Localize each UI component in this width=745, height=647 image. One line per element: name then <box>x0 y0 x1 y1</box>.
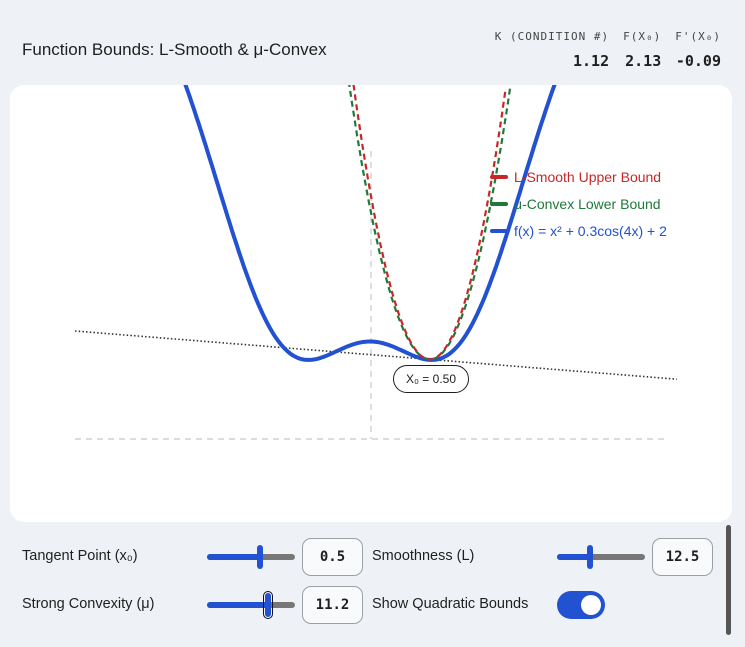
slider-fill <box>557 554 591 560</box>
tangent-point-badge[interactable]: X₀ = 0.50 <box>393 365 469 393</box>
toggle-knob <box>581 595 601 615</box>
stat-f-x0-label: F(X₀) <box>623 30 662 43</box>
function-chart <box>74 85 677 440</box>
stat-condition: K (CONDITION #) 1.12 <box>495 30 609 70</box>
legend-swatch-func <box>490 228 508 233</box>
chart-legend: L-Smooth Upper Bound μ-Convex Lower Boun… <box>490 163 667 244</box>
legend-label-func: f(x) = x² + 0.3cos(4x) + 2 <box>514 222 667 239</box>
slider-fill <box>207 554 260 560</box>
slider-fill <box>207 602 268 608</box>
slider-thumb[interactable] <box>587 545 594 569</box>
stat-fprime-x0: F'(X₀) -0.09 <box>675 30 721 70</box>
page-title: Function Bounds: L-Smooth & μ-Convex <box>22 40 327 59</box>
legend-label-lower: μ-Convex Lower Bound <box>514 195 661 212</box>
upper-bound-curve <box>352 85 507 361</box>
controls-panel: Tangent Point (x₀) 0.5 Smoothness (L) 12… <box>0 530 745 647</box>
tangent-point-slider[interactable] <box>207 545 295 569</box>
convexity-input[interactable]: 11.2 <box>302 586 363 624</box>
show-bounds-label: Show Quadratic Bounds <box>372 596 529 612</box>
legend-label-upper: L-Smooth Upper Bound <box>514 168 662 185</box>
stat-fprime-x0-value: -0.09 <box>675 52 721 70</box>
legend-swatch-upper <box>490 174 508 179</box>
legend-item-lower: μ-Convex Lower Bound <box>490 190 667 217</box>
stat-condition-label: K (CONDITION #) <box>494 30 610 43</box>
lower-bound-curve <box>348 85 512 361</box>
stat-f-x0-value: 2.13 <box>625 52 662 70</box>
smoothness-label: Smoothness (L) <box>372 548 475 564</box>
convexity-label: Strong Convexity (μ) <box>22 596 155 612</box>
legend-swatch-lower <box>490 201 508 206</box>
convexity-slider[interactable] <box>207 591 295 619</box>
slider-thumb[interactable] <box>256 545 263 569</box>
chart-card: L-Smooth Upper Bound μ-Convex Lower Boun… <box>10 85 732 522</box>
legend-item-upper: L-Smooth Upper Bound <box>490 163 667 190</box>
slider-track <box>557 554 645 560</box>
tangent-point-label: Tangent Point (x₀) <box>22 548 138 564</box>
function-curve <box>183 85 557 362</box>
stat-condition-value: 1.12 <box>573 52 610 70</box>
stat-f-x0: F(X₀) 2.13 <box>623 30 661 70</box>
smoothness-slider[interactable] <box>557 545 645 569</box>
scrollbar[interactable] <box>726 525 731 635</box>
legend-item-func: f(x) = x² + 0.3cos(4x) + 2 <box>490 217 667 244</box>
smoothness-input[interactable]: 12.5 <box>652 538 713 576</box>
stat-fprime-x0-label: F'(X₀) <box>675 30 721 43</box>
tangent-line <box>74 330 677 380</box>
slider-thumb[interactable] <box>262 591 273 619</box>
tangent-point-input[interactable]: 0.5 <box>302 538 363 576</box>
show-bounds-toggle[interactable] <box>557 591 605 619</box>
stats-panel: K (CONDITION #) 1.12 F(X₀) 2.13 F'(X₀) -… <box>495 30 721 70</box>
